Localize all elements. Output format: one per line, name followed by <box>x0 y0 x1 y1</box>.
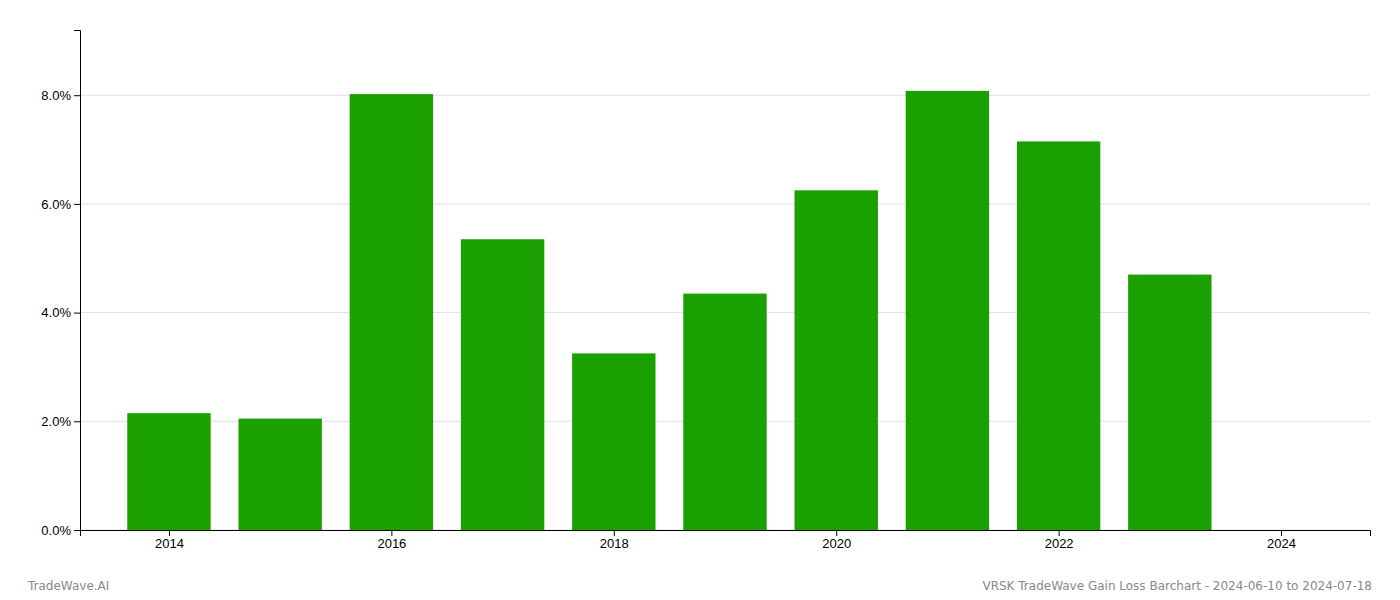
chart: 2014 2016 2018 2020 2022 2024 0.0% 2.0% 4.0% 6.0%… <box>0 0 1400 600</box>
footer-text: VRSK TradeWave Gain Loss Barchart - 2024… <box>982 579 1372 593</box>
bar <box>683 294 766 530</box>
bar <box>461 239 544 530</box>
y-tick: 6.0% <box>41 197 80 212</box>
y-tick: 4.0% <box>41 305 80 320</box>
x-tick: 2018 <box>600 530 629 551</box>
bar <box>906 91 989 530</box>
bar <box>572 353 655 530</box>
y-tick-label: 6.0% <box>41 197 71 212</box>
bar <box>127 413 210 530</box>
x-axis-line <box>81 531 1371 537</box>
bar <box>1017 141 1100 530</box>
y-tick-mark <box>74 530 80 531</box>
x-tick-mark <box>1281 530 1282 536</box>
bar <box>1128 275 1211 530</box>
bar <box>238 419 321 530</box>
x-tick-mark <box>836 530 837 536</box>
x-tick-label: 2016 <box>377 536 406 551</box>
x-axis: 2014 2016 2018 2020 2022 2024 <box>81 530 1371 551</box>
x-tick: 2014 <box>155 530 184 551</box>
plot: 2014 2016 2018 2020 2022 2024 0.0% 2.0% 4.0% 6.0%… <box>41 31 1370 552</box>
y-tick-label: 4.0% <box>41 305 71 320</box>
y-tick-mark <box>74 313 80 314</box>
y-tick-label: 0.0% <box>41 523 71 538</box>
x-tick-mark <box>391 530 392 536</box>
x-tick-label: 2014 <box>155 536 184 551</box>
x-tick: 2022 <box>1045 530 1074 551</box>
y-tick-mark <box>74 421 80 422</box>
x-tick-mark <box>614 530 615 536</box>
y-tick-label: 2.0% <box>41 414 71 429</box>
x-tick-mark <box>169 530 170 536</box>
footer-text: TradeWave.AI <box>27 579 109 593</box>
y-tick-label: 8.0% <box>41 88 71 103</box>
grid-line <box>80 95 1370 96</box>
x-tick-label: 2022 <box>1045 536 1074 551</box>
bar <box>350 94 433 530</box>
y-axis: 0.0% 2.0% 4.0% 6.0% 8.0% <box>41 31 80 538</box>
x-tick-label: 2018 <box>600 536 629 551</box>
bars <box>127 91 1211 530</box>
bar <box>795 190 878 530</box>
x-tick: 2024 <box>1267 530 1296 551</box>
grid <box>80 95 1370 530</box>
y-tick: 8.0% <box>41 88 80 103</box>
x-tick: 2020 <box>822 530 851 551</box>
x-tick-mark <box>1059 530 1060 536</box>
x-tick-label: 2020 <box>822 536 851 551</box>
x-tick-label: 2024 <box>1267 536 1296 551</box>
y-tick-mark <box>74 204 80 205</box>
y-tick: 0.0% <box>41 523 80 538</box>
y-tick: 2.0% <box>41 414 80 429</box>
y-axis-line <box>74 31 81 531</box>
x-tick: 2016 <box>377 530 406 551</box>
grid-line <box>80 203 1370 204</box>
y-tick-mark <box>74 95 80 96</box>
